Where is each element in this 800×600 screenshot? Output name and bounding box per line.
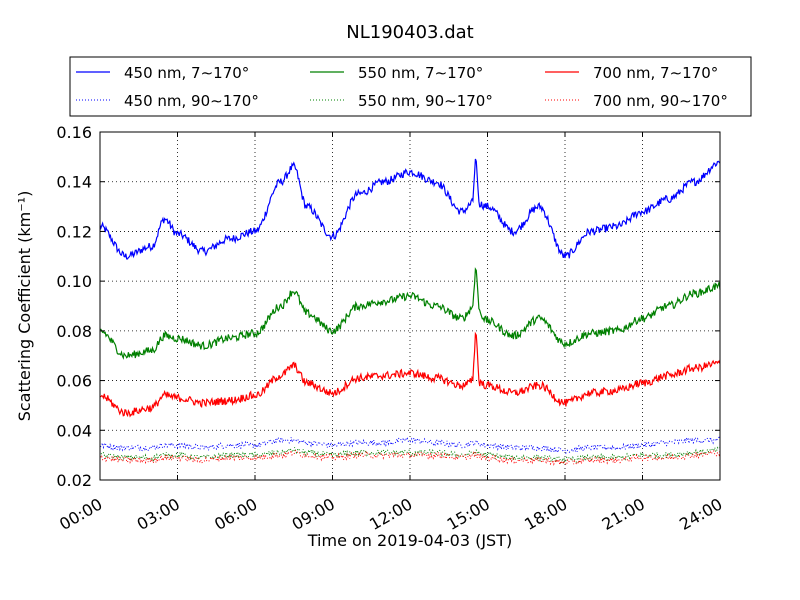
- y-tick-label: 0.12: [56, 222, 92, 241]
- x-tick-label: 18:00: [521, 494, 570, 534]
- y-tick-label: 0.10: [56, 272, 92, 291]
- y-tick-label: 0.02: [56, 471, 92, 490]
- legend-label: 700 nm, 7∼170°: [593, 64, 718, 82]
- x-tick-label: 06:00: [211, 494, 260, 534]
- x-tick-label: 24:00: [676, 494, 725, 534]
- series-line-1: [99, 435, 721, 455]
- legend-label: 450 nm, 90∼170°: [124, 92, 259, 110]
- y-tick-label: 0.06: [56, 372, 92, 391]
- legend-label: 550 nm, 90∼170°: [358, 92, 493, 110]
- y-axis-label: Scattering Coefficient (km⁻¹): [15, 191, 34, 422]
- series-line-4: [99, 331, 721, 418]
- y-tick-label: 0.16: [56, 123, 92, 142]
- x-tick-label: 12:00: [366, 494, 415, 534]
- legend-box: [69, 56, 752, 117]
- legend-label: 450 nm, 7∼170°: [124, 64, 249, 82]
- series-line-5: [99, 448, 721, 466]
- grid: [100, 132, 720, 480]
- x-tick-label: 09:00: [289, 494, 338, 534]
- x-tick-label: 15:00: [444, 494, 493, 534]
- legend-label: 550 nm, 7∼170°: [358, 64, 483, 82]
- y-tick-label: 0.14: [56, 173, 92, 192]
- legend-label: 700 nm, 90∼170°: [593, 92, 728, 110]
- series-line-0: [99, 158, 721, 260]
- legend: 450 nm, 7∼170° 550 nm, 7∼170° 700 nm, 7∼17…: [69, 56, 752, 117]
- x-tick-label: 21:00: [599, 494, 648, 534]
- x-tick-label: 00:00: [56, 494, 105, 534]
- y-tick-label: 0.04: [56, 421, 92, 440]
- chart-title: NL190403.dat: [346, 22, 473, 43]
- series-line-2: [100, 267, 721, 360]
- series-group: [99, 158, 721, 466]
- y-tick-label: 0.08: [56, 322, 92, 341]
- x-tick-label: 03:00: [134, 494, 183, 534]
- x-axis-label: Time on 2019-04-03 (JST): [307, 531, 512, 550]
